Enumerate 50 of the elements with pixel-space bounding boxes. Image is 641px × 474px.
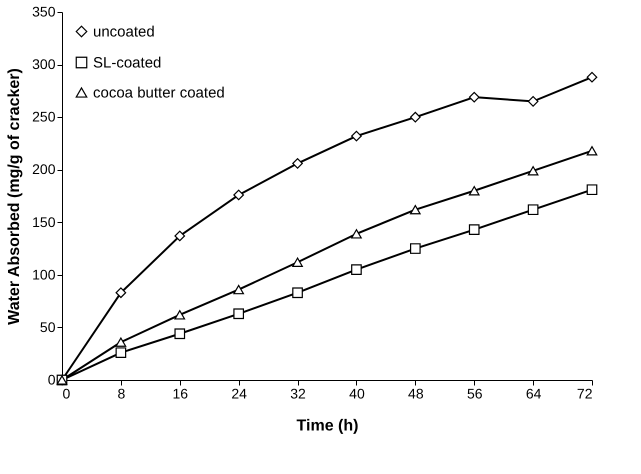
- x-tick-label: 8: [117, 386, 126, 402]
- x-tick-label: 64: [526, 386, 542, 402]
- point: [528, 96, 538, 107]
- point: [351, 264, 362, 275]
- point: [174, 328, 186, 340]
- point: [586, 146, 598, 156]
- point: [292, 258, 303, 267]
- point: [528, 204, 538, 216]
- point: [233, 190, 244, 200]
- x-axis-title: Time (h): [296, 418, 358, 434]
- y-tick-label: 100: [32, 266, 56, 282]
- point: [116, 347, 126, 358]
- point: [116, 287, 126, 298]
- point: [233, 308, 244, 320]
- point: [586, 184, 598, 196]
- x-tick-label: 56: [466, 386, 483, 402]
- point: [292, 158, 303, 169]
- point: [233, 284, 244, 294]
- point: [174, 230, 186, 242]
- point: [410, 112, 421, 122]
- x-tick-label: 32: [290, 386, 306, 402]
- x-tick-label: 72: [576, 386, 593, 402]
- y-axis-title: Water Absorbed (mg/g of cracker): [6, 68, 24, 325]
- y-tick-label: 200: [32, 161, 56, 178]
- point: [174, 310, 186, 320]
- x-tick-label: 24: [231, 386, 248, 402]
- point: [528, 166, 538, 176]
- point: [586, 72, 598, 83]
- legend-label: SL-coated: [93, 54, 162, 72]
- point: [468, 186, 480, 196]
- y-tick-label: 50: [40, 318, 56, 335]
- legend-label: cocoa butter coated: [93, 84, 225, 102]
- x-tick-label: 40: [349, 386, 365, 402]
- y-tick-label: 300: [32, 56, 56, 72]
- point: [116, 337, 126, 347]
- point: [292, 287, 303, 298]
- x-tick-label: 0: [62, 386, 70, 402]
- point: [410, 243, 421, 254]
- point: [351, 229, 362, 239]
- x-tick-label: 16: [172, 386, 188, 402]
- x-tick-label: 48: [408, 386, 424, 402]
- point: [351, 130, 362, 142]
- legend-label: uncoated: [93, 24, 155, 40]
- y-tick-label: 150: [32, 214, 56, 230]
- point: [410, 204, 421, 214]
- point: [468, 92, 480, 103]
- y-tick-label: 250: [32, 108, 56, 125]
- y-tick-label: 0: [48, 372, 56, 388]
- y-tick-label: 350: [32, 4, 56, 20]
- point: [468, 224, 480, 235]
